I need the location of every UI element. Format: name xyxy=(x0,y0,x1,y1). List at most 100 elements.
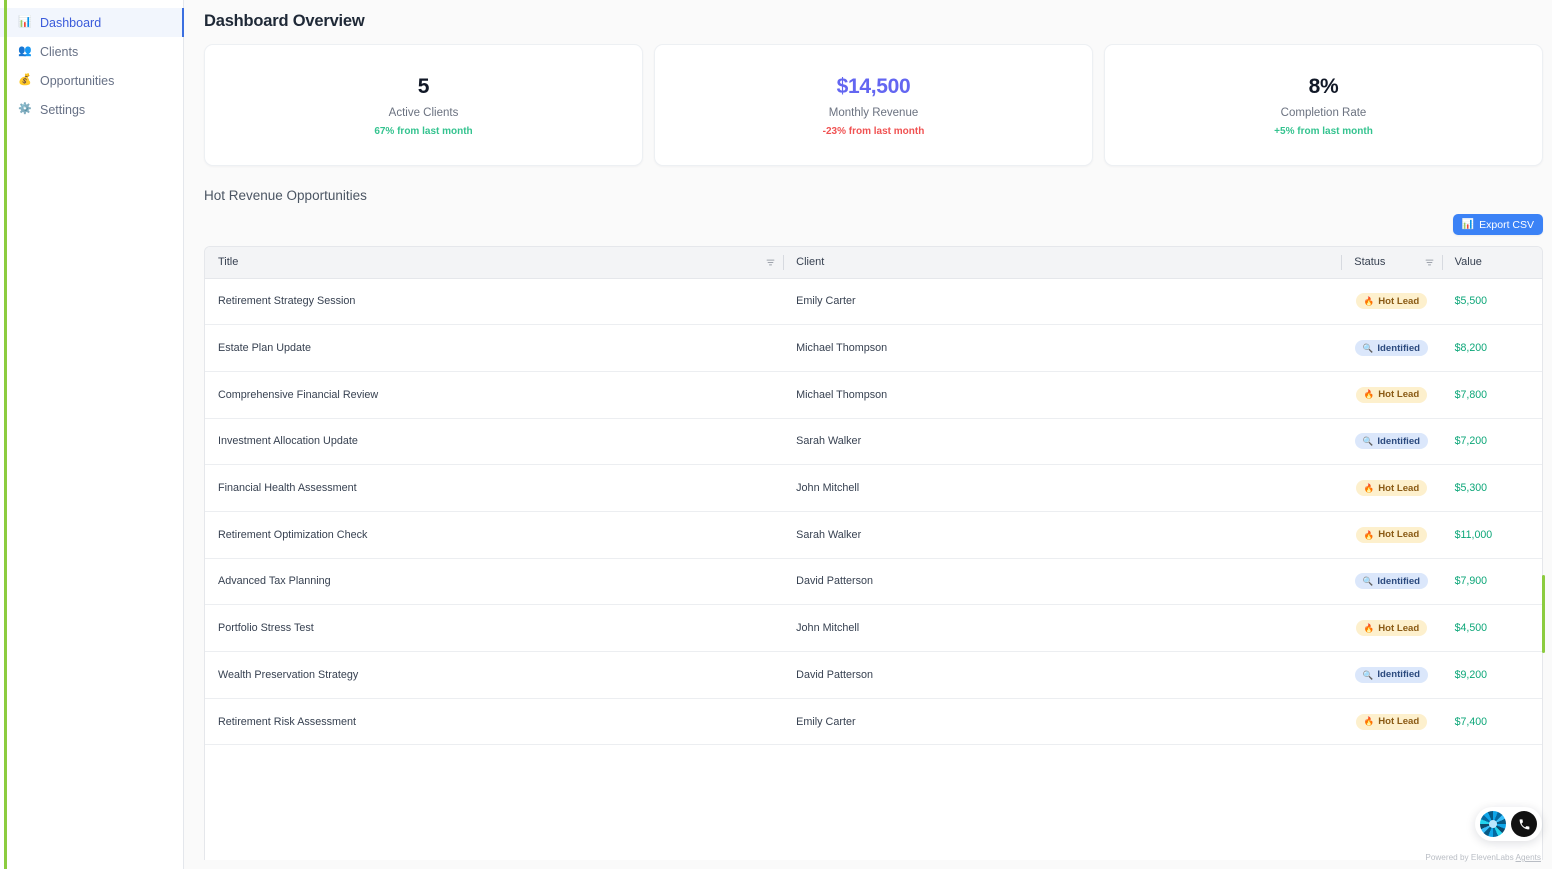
column-header-title[interactable]: Title xyxy=(205,247,784,279)
table-head: Title Client Status Value xyxy=(205,247,1542,279)
sidebar-nav-list: 📊 Dashboard 👥 Clients 💰 Opportunities ⚙️ Settin… xyxy=(0,8,184,124)
sidebar-item-label: Opportunities xyxy=(40,73,115,88)
stat-label: Monthly Revenue xyxy=(828,106,919,119)
column-header-status[interactable]: Status xyxy=(1341,247,1442,279)
agents-link[interactable]: Agents xyxy=(1515,853,1542,862)
value-amount: $5,500 xyxy=(1454,295,1488,308)
sidebar-item-dashboard[interactable]: 📊 Dashboard xyxy=(0,8,184,37)
fire-icon: 🔥 xyxy=(1363,529,1375,540)
status-badge: 🔥 Hot Lead xyxy=(1355,713,1428,730)
cell-value: $7,900 xyxy=(1441,558,1542,606)
export-csv-button[interactable]: 📊 Export CSV xyxy=(1452,214,1543,235)
cell-title: Wealth Preservation Strategy xyxy=(205,651,784,699)
status-badge: 🔍 Identified xyxy=(1354,666,1429,683)
value-amount: $7,900 xyxy=(1454,575,1488,588)
table-row[interactable]: Financial Health Assessment John Mitchell… xyxy=(205,464,1542,512)
value-amount: $8,200 xyxy=(1454,342,1488,355)
cell-title: Advanced Tax Planning xyxy=(205,558,784,606)
cell-status: 🔍 Identified xyxy=(1341,558,1442,606)
main-content: Dashboard Overview 5 Active Clients 67% fr… xyxy=(184,0,1552,869)
filter-icon[interactable] xyxy=(765,257,776,268)
powered-by-label: Powered by ElevenLabs Agents xyxy=(1425,853,1541,862)
cell-status: 🔥 Hot Lead xyxy=(1341,511,1442,559)
cell-client: John Mitchell xyxy=(783,464,1342,512)
column-header-label: Client xyxy=(796,256,825,269)
column-divider xyxy=(1441,255,1443,270)
cell-value: $11,000 xyxy=(1441,511,1542,559)
cell-title: Comprehensive Financial Review xyxy=(205,371,784,419)
column-divider xyxy=(1341,255,1343,270)
cell-client: Michael Thompson xyxy=(783,324,1342,372)
table-row[interactable]: Retirement Strategy Session Emily Carter 🔥… xyxy=(205,278,1542,326)
sidebar-item-settings[interactable]: ⚙️ Settings xyxy=(0,95,183,124)
table-row[interactable]: Investment Allocation Update Sarah Walker… xyxy=(205,418,1542,466)
people-icon: 👥 xyxy=(18,45,32,57)
stat-card: 8% Completion Rate +5% from last month xyxy=(1104,44,1543,166)
value-amount: $5,300 xyxy=(1454,482,1488,495)
cell-value: $7,200 xyxy=(1441,418,1542,466)
cell-client: Sarah Walker xyxy=(783,511,1342,559)
cell-title: Portfolio Stress Test xyxy=(205,604,784,652)
sidebar-item-opportunities[interactable]: 💰 Opportunities xyxy=(0,66,183,95)
cell-title: Retirement Risk Assessment xyxy=(205,698,784,746)
status-badge-label: Hot Lead xyxy=(1378,716,1420,728)
phone-icon xyxy=(1519,818,1529,829)
cell-value: $7,400 xyxy=(1441,698,1542,746)
table-row[interactable]: Retirement Risk Assessment Emily Carter 🔥 H… xyxy=(205,698,1542,746)
value-amount: $7,800 xyxy=(1454,388,1488,401)
cell-client: Emily Carter xyxy=(783,698,1342,746)
fire-icon: 🔥 xyxy=(1363,482,1375,493)
elevenlabs-orb-icon[interactable] xyxy=(1480,811,1506,837)
cell-title: Retirement Optimization Check xyxy=(205,511,784,559)
stat-label: Active Clients xyxy=(388,106,459,119)
column-header-value[interactable]: Value xyxy=(1441,247,1542,279)
filter-icon[interactable] xyxy=(1424,257,1435,268)
stat-delta: +5% from last month xyxy=(1274,125,1373,137)
cell-value: $7,800 xyxy=(1441,371,1542,419)
cell-status: 🔥 Hot Lead xyxy=(1341,278,1442,326)
cell-status: 🔥 Hot Lead xyxy=(1341,698,1442,746)
money-bag-icon: 💰 xyxy=(18,74,32,86)
status-badge-label: Hot Lead xyxy=(1378,482,1420,494)
sidebar-item-label: Clients xyxy=(40,44,79,59)
table-row[interactable]: Estate Plan Update Michael Thompson 🔍 Ident… xyxy=(205,324,1542,372)
cell-status: 🔍 Identified xyxy=(1341,418,1442,466)
status-badge-label: Hot Lead xyxy=(1378,389,1420,401)
table-row[interactable]: Comprehensive Financial Review Michael Th… xyxy=(205,371,1542,419)
cell-client: John Mitchell xyxy=(783,604,1342,652)
sidebar: 📊 Dashboard 👥 Clients 💰 Opportunities ⚙️ Settin… xyxy=(0,0,184,869)
magnifier-icon: 🔍 xyxy=(1362,342,1374,353)
table-row[interactable]: Portfolio Stress Test John Mitchell 🔥 Hot L… xyxy=(205,604,1542,652)
table-row[interactable]: Advanced Tax Planning David Patterson 🔍 Ide… xyxy=(205,558,1542,606)
status-badge: 🔥 Hot Lead xyxy=(1355,386,1428,403)
status-badge-label: Identified xyxy=(1377,435,1421,447)
opportunities-table-container: Title Client Status Value Retirement Strate… xyxy=(204,246,1543,860)
fire-icon: 🔥 xyxy=(1363,296,1375,307)
column-header-label: Value xyxy=(1454,256,1482,269)
cell-value: $4,500 xyxy=(1441,604,1542,652)
cell-client: David Patterson xyxy=(783,558,1342,606)
status-badge-label: Hot Lead xyxy=(1378,622,1420,634)
stat-delta: -23% from last month xyxy=(822,125,925,137)
export-csv-label: Export CSV xyxy=(1479,218,1534,231)
cell-client: David Patterson xyxy=(783,651,1342,699)
right-edge-scroll-indicator[interactable] xyxy=(1542,575,1545,653)
status-badge: 🔍 Identified xyxy=(1354,433,1429,450)
stat-delta: 67% from last month xyxy=(374,125,473,137)
status-badge: 🔥 Hot Lead xyxy=(1355,293,1428,310)
stat-label: Completion Rate xyxy=(1280,106,1367,119)
cell-status: 🔥 Hot Lead xyxy=(1341,464,1442,512)
cell-client: Emily Carter xyxy=(783,278,1342,326)
cell-status: 🔥 Hot Lead xyxy=(1341,371,1442,419)
column-header-client[interactable]: Client xyxy=(783,247,1342,279)
cell-client: Michael Thompson xyxy=(783,371,1342,419)
table-row[interactable]: Retirement Optimization Check Sarah Walke… xyxy=(205,511,1542,559)
table-row[interactable]: Wealth Preservation Strategy David Patter… xyxy=(205,651,1542,699)
cell-status: 🔍 Identified xyxy=(1341,651,1442,699)
voice-agent-widget[interactable] xyxy=(1475,807,1542,841)
status-badge: 🔍 Identified xyxy=(1354,340,1429,357)
status-badge: 🔥 Hot Lead xyxy=(1355,620,1428,637)
stat-value: 8% xyxy=(1308,75,1339,99)
phone-call-button[interactable] xyxy=(1511,811,1537,837)
sidebar-item-clients[interactable]: 👥 Clients xyxy=(0,37,183,66)
